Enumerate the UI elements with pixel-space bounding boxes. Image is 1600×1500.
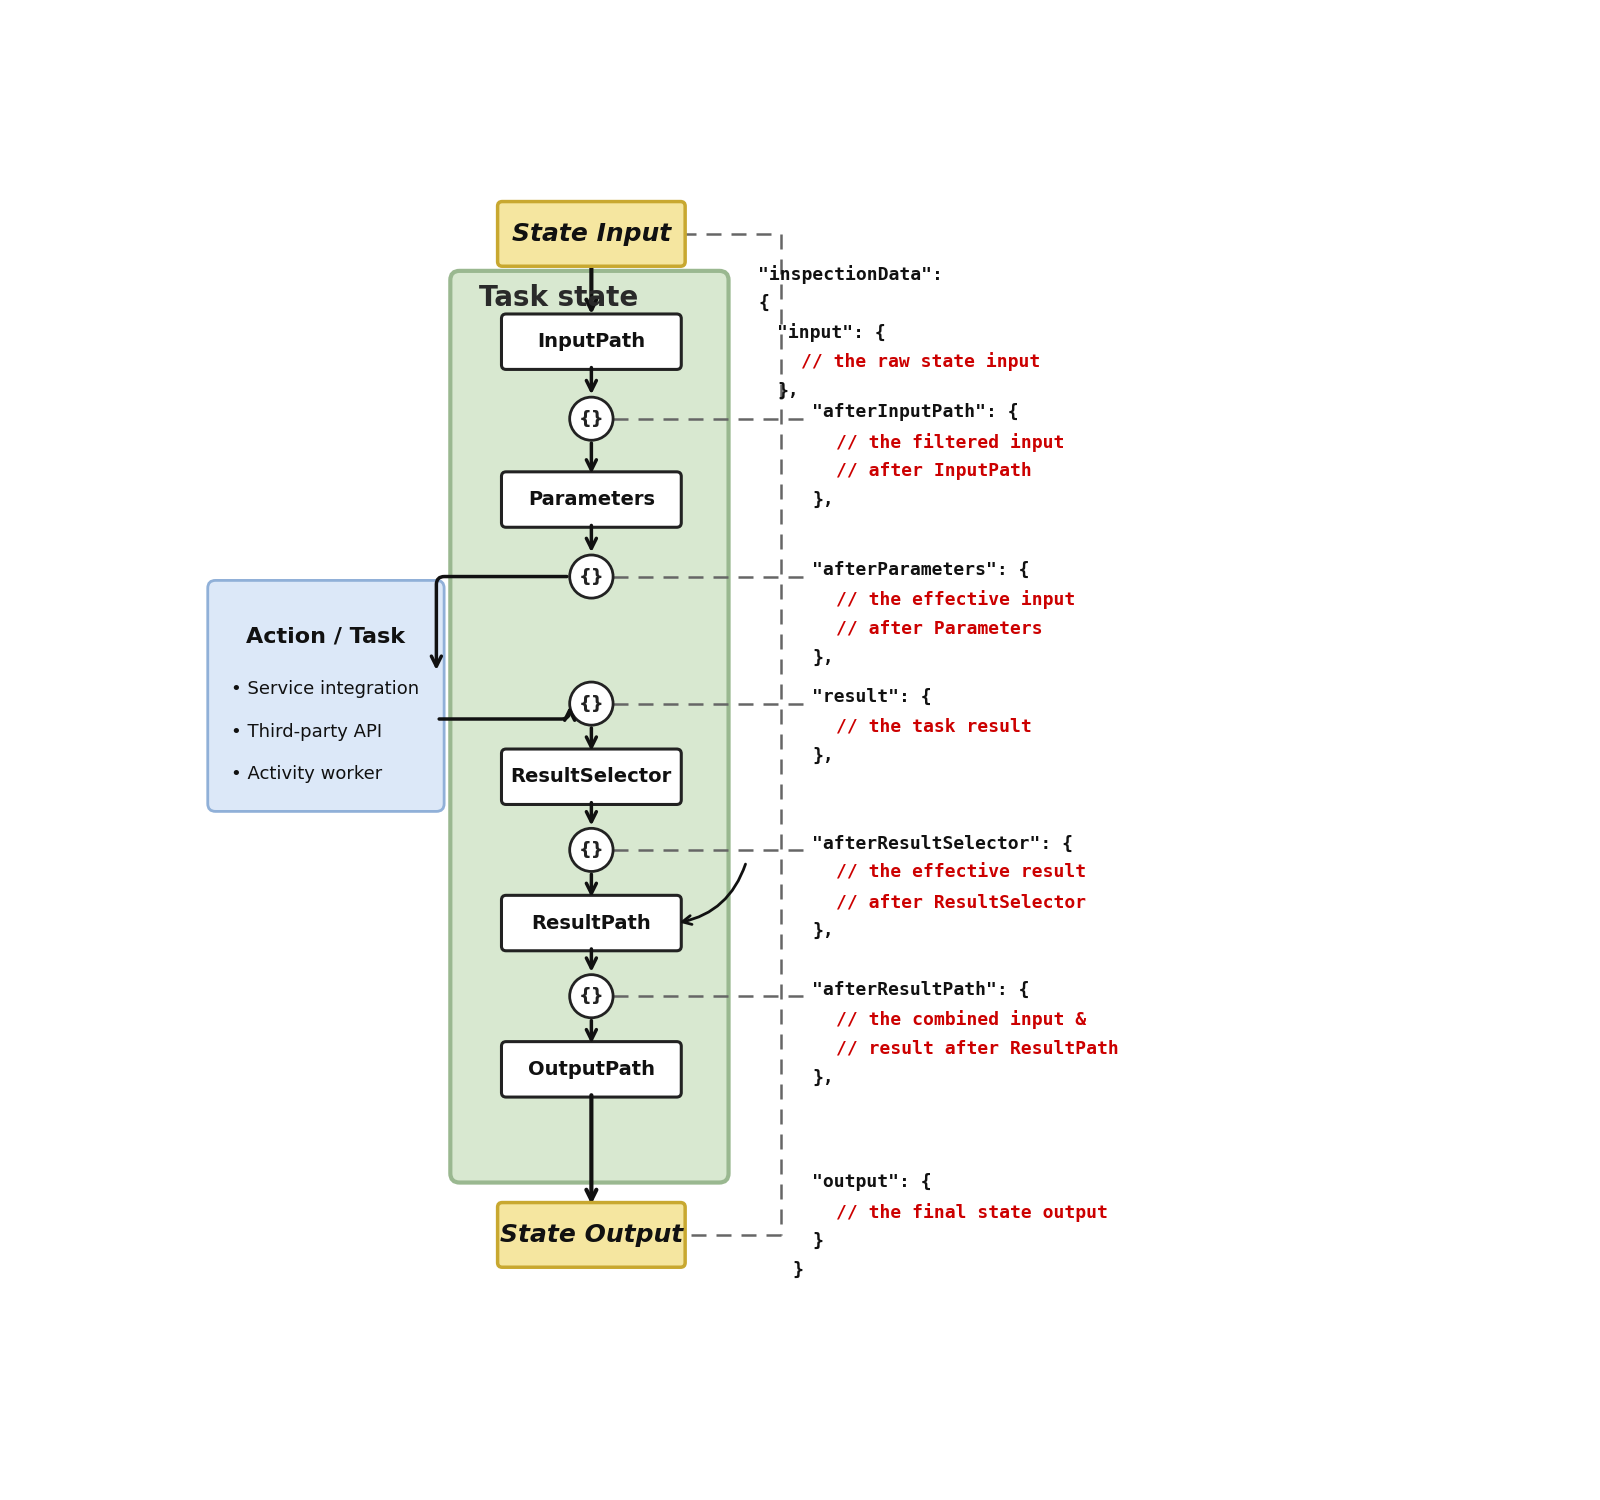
Text: "inspectionData":: "inspectionData": — [758, 264, 942, 284]
Circle shape — [570, 555, 613, 598]
Text: // result after ResultPath: // result after ResultPath — [835, 1040, 1118, 1058]
FancyBboxPatch shape — [208, 580, 445, 812]
Text: }: } — [794, 1262, 803, 1280]
Text: {}: {} — [579, 567, 605, 585]
Text: Action / Task: Action / Task — [246, 627, 405, 646]
Text: "afterResultPath": {: "afterResultPath": { — [813, 981, 1030, 999]
FancyBboxPatch shape — [498, 201, 685, 266]
FancyBboxPatch shape — [501, 748, 682, 804]
Text: "result": {: "result": { — [813, 688, 931, 706]
Text: // after Parameters: // after Parameters — [835, 620, 1042, 638]
Text: Task state: Task state — [478, 284, 638, 312]
Text: // the task result: // the task result — [835, 717, 1032, 735]
Text: OutputPath: OutputPath — [528, 1060, 654, 1078]
Circle shape — [570, 398, 613, 441]
Text: },: }, — [813, 1068, 834, 1086]
Text: ResultSelector: ResultSelector — [510, 768, 672, 786]
Text: // the combined input &: // the combined input & — [835, 1010, 1086, 1029]
Text: },: }, — [778, 381, 798, 399]
Text: {}: {} — [579, 987, 605, 1005]
Circle shape — [570, 682, 613, 724]
Text: • Activity worker: • Activity worker — [230, 765, 382, 783]
Text: ResultPath: ResultPath — [531, 914, 651, 933]
Text: {}: {} — [579, 842, 605, 860]
FancyBboxPatch shape — [501, 472, 682, 528]
FancyBboxPatch shape — [501, 1041, 682, 1096]
Text: },: }, — [813, 747, 834, 765]
Text: {}: {} — [579, 410, 605, 428]
Text: State Input: State Input — [512, 222, 670, 246]
Text: Parameters: Parameters — [528, 490, 654, 508]
Text: },: }, — [813, 922, 834, 940]
Text: },: }, — [813, 490, 834, 508]
Text: }: } — [813, 1232, 822, 1250]
FancyBboxPatch shape — [501, 896, 682, 951]
Text: • Third-party API: • Third-party API — [230, 723, 382, 741]
FancyBboxPatch shape — [498, 1203, 685, 1268]
Text: // the filtered input: // the filtered input — [835, 432, 1064, 451]
Text: // after InputPath: // after InputPath — [835, 462, 1032, 480]
Text: // the final state output: // the final state output — [835, 1203, 1107, 1221]
Text: "afterInputPath": {: "afterInputPath": { — [813, 404, 1019, 422]
Text: "afterResultSelector": {: "afterResultSelector": { — [813, 834, 1074, 852]
Text: • Service integration: • Service integration — [230, 681, 419, 699]
Text: State Output: State Output — [499, 1222, 683, 1246]
Text: InputPath: InputPath — [538, 332, 645, 351]
Text: "afterParameters": {: "afterParameters": { — [813, 561, 1030, 579]
Text: },: }, — [813, 650, 834, 668]
FancyBboxPatch shape — [450, 272, 728, 1182]
Text: {: { — [758, 294, 770, 312]
Text: "input": {: "input": { — [778, 322, 886, 342]
Text: "output": {: "output": { — [813, 1173, 931, 1191]
Circle shape — [570, 975, 613, 1018]
Circle shape — [570, 828, 613, 872]
Text: {}: {} — [579, 694, 605, 712]
Text: // the raw state input: // the raw state input — [800, 352, 1040, 372]
Text: // the effective input: // the effective input — [835, 591, 1075, 609]
Text: // the effective result: // the effective result — [835, 864, 1086, 882]
Text: // after ResultSelector: // after ResultSelector — [835, 892, 1086, 910]
FancyBboxPatch shape — [501, 314, 682, 369]
